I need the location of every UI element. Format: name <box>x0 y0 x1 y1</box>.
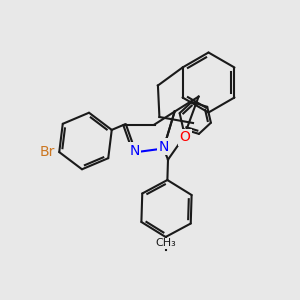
Text: CH₃: CH₃ <box>155 238 176 248</box>
Text: Br: Br <box>39 145 55 159</box>
Text: N: N <box>129 144 140 158</box>
Text: N: N <box>158 140 169 154</box>
Text: O: O <box>180 130 190 144</box>
